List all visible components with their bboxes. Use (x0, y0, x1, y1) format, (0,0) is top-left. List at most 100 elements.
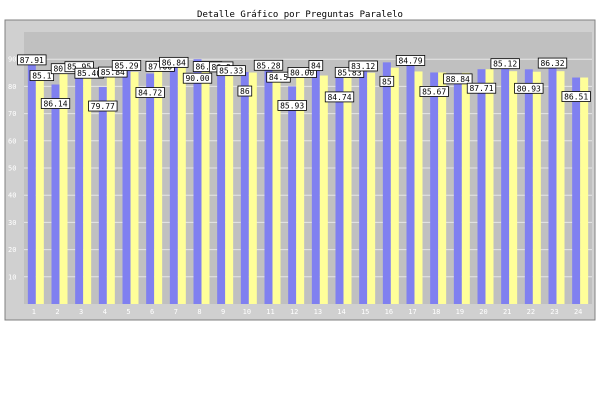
data-label: 86.14 (43, 99, 67, 108)
bar (130, 72, 139, 304)
data-label-box (237, 85, 253, 97)
bar (430, 72, 439, 304)
x-tick-label: 24 (574, 308, 582, 316)
x-tick-label: 13 (314, 308, 322, 316)
data-label: 84.79 (398, 56, 422, 65)
bar (390, 67, 399, 305)
bar (524, 69, 533, 305)
data-label: 84.5 (269, 73, 288, 82)
bar (59, 69, 68, 304)
x-tick-label: 3 (79, 308, 83, 316)
bar (461, 72, 470, 304)
grid-lines (24, 58, 592, 278)
bar (193, 59, 202, 305)
bar (217, 71, 226, 304)
data-label: 85.84 (101, 68, 125, 77)
data-label-box (17, 54, 47, 66)
data-label: 84 (311, 62, 321, 71)
data-label: 85.33 (219, 67, 243, 76)
bar (27, 64, 36, 305)
bar (98, 87, 107, 304)
bar (509, 71, 518, 304)
data-label: 84.74 (327, 93, 351, 102)
data-label: 80.93 (517, 84, 541, 93)
data-label-box (379, 75, 395, 87)
data-label: 87.91 (20, 56, 44, 65)
bar (296, 73, 305, 304)
bar (335, 77, 344, 304)
bar (501, 68, 510, 304)
y-tick-label: 20 (8, 246, 16, 254)
data-label: 86.32 (540, 59, 564, 68)
bar (83, 70, 92, 304)
bars-group (27, 59, 589, 305)
bar (406, 65, 415, 304)
data-label: 87.71 (469, 84, 493, 93)
data-label: 85 (382, 77, 392, 86)
data-label: 86.84 (162, 58, 186, 67)
y-tick-label: 10 (8, 273, 16, 281)
data-label-box (308, 60, 324, 71)
x-tick-label: 9 (221, 308, 225, 316)
x-tick-label: 12 (290, 308, 298, 316)
bar (264, 70, 273, 304)
data-labels: 87.9185.186.1480.7085.9585.4079.7785.848… (17, 54, 591, 112)
bar (146, 73, 155, 304)
bar (438, 72, 447, 304)
data-label: 85.67 (422, 87, 446, 96)
bar (367, 72, 376, 304)
x-tick-label: 11 (266, 308, 274, 316)
data-label: 85.40 (77, 69, 101, 78)
x-tick-label: 6 (150, 308, 154, 316)
y-tick-label: 60 (8, 137, 16, 145)
x-tick-label: 23 (550, 308, 558, 316)
bar (35, 72, 44, 304)
x-tick-label: 7 (174, 308, 178, 316)
bar (177, 67, 186, 304)
data-label-box (395, 55, 426, 66)
bar (154, 67, 163, 304)
data-label: 85.83 (337, 68, 361, 77)
data-label-box (253, 59, 284, 71)
data-label: 84.72 (138, 89, 162, 98)
bar (75, 71, 84, 304)
bar (382, 62, 391, 305)
data-label-box (40, 98, 71, 109)
data-label-box (135, 87, 165, 98)
x-tick-label: 18 (432, 308, 440, 316)
data-label-box (324, 91, 355, 103)
data-label-box (111, 60, 142, 71)
bar (580, 77, 589, 304)
x-tick-label: 21 (503, 308, 511, 316)
data-label-box (29, 70, 55, 81)
x-tick-label: 22 (527, 308, 535, 316)
x-tick-label: 2 (55, 308, 59, 316)
data-label: 85.95 (67, 63, 91, 72)
y-tick-label: 90 (8, 56, 16, 64)
x-tick-label: 19 (456, 308, 464, 316)
bar (572, 77, 581, 304)
bar (122, 70, 131, 304)
data-label-box (466, 82, 497, 94)
data-label: 85.1 (32, 72, 51, 81)
bar (548, 68, 557, 304)
x-tick-label: 14 (337, 308, 345, 316)
data-label-box (182, 72, 213, 84)
data-label: 83.12 (351, 62, 375, 71)
data-label: 80.00 (290, 69, 314, 78)
data-label-box (287, 67, 317, 78)
y-tick-label: 30 (8, 219, 16, 227)
x-tick-label: 15 (361, 308, 369, 316)
bar (248, 72, 257, 304)
data-label: 79.77 (91, 102, 115, 111)
data-label: 88.84 (446, 75, 470, 84)
data-label: 85.28 (256, 61, 280, 70)
bar (201, 67, 210, 304)
x-tick-label: 16 (385, 308, 393, 316)
x-tick-label: 1 (32, 308, 36, 316)
y-tick-label: 40 (8, 192, 16, 200)
bar (225, 67, 234, 305)
